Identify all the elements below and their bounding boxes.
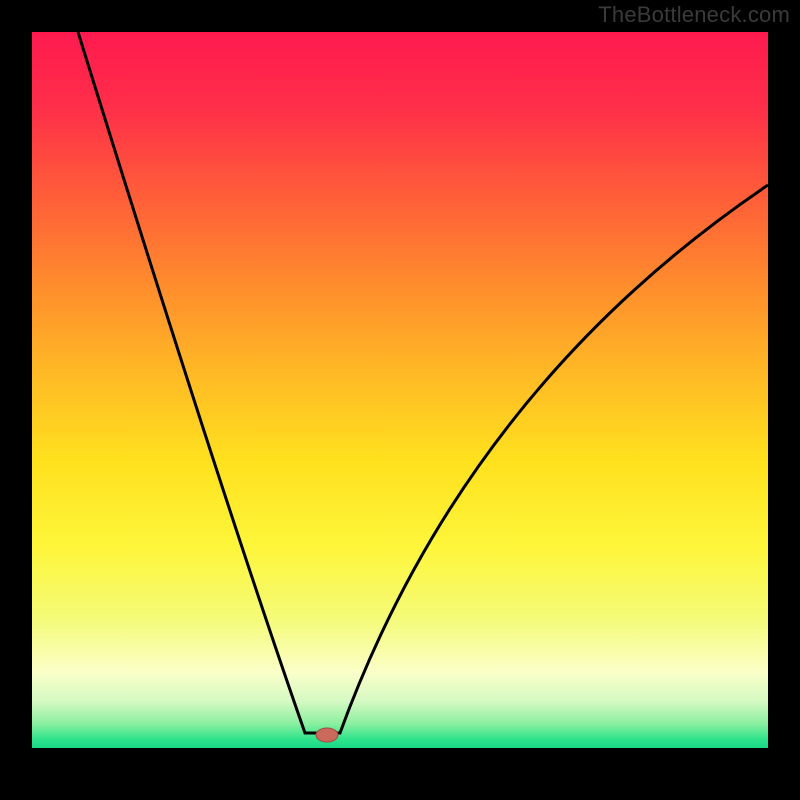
watermark-text: TheBottleneck.com bbox=[598, 2, 790, 28]
bottleneck-chart bbox=[0, 0, 800, 800]
plot-background bbox=[32, 32, 768, 748]
optimum-marker bbox=[316, 728, 338, 742]
chart-stage: TheBottleneck.com bbox=[0, 0, 800, 800]
